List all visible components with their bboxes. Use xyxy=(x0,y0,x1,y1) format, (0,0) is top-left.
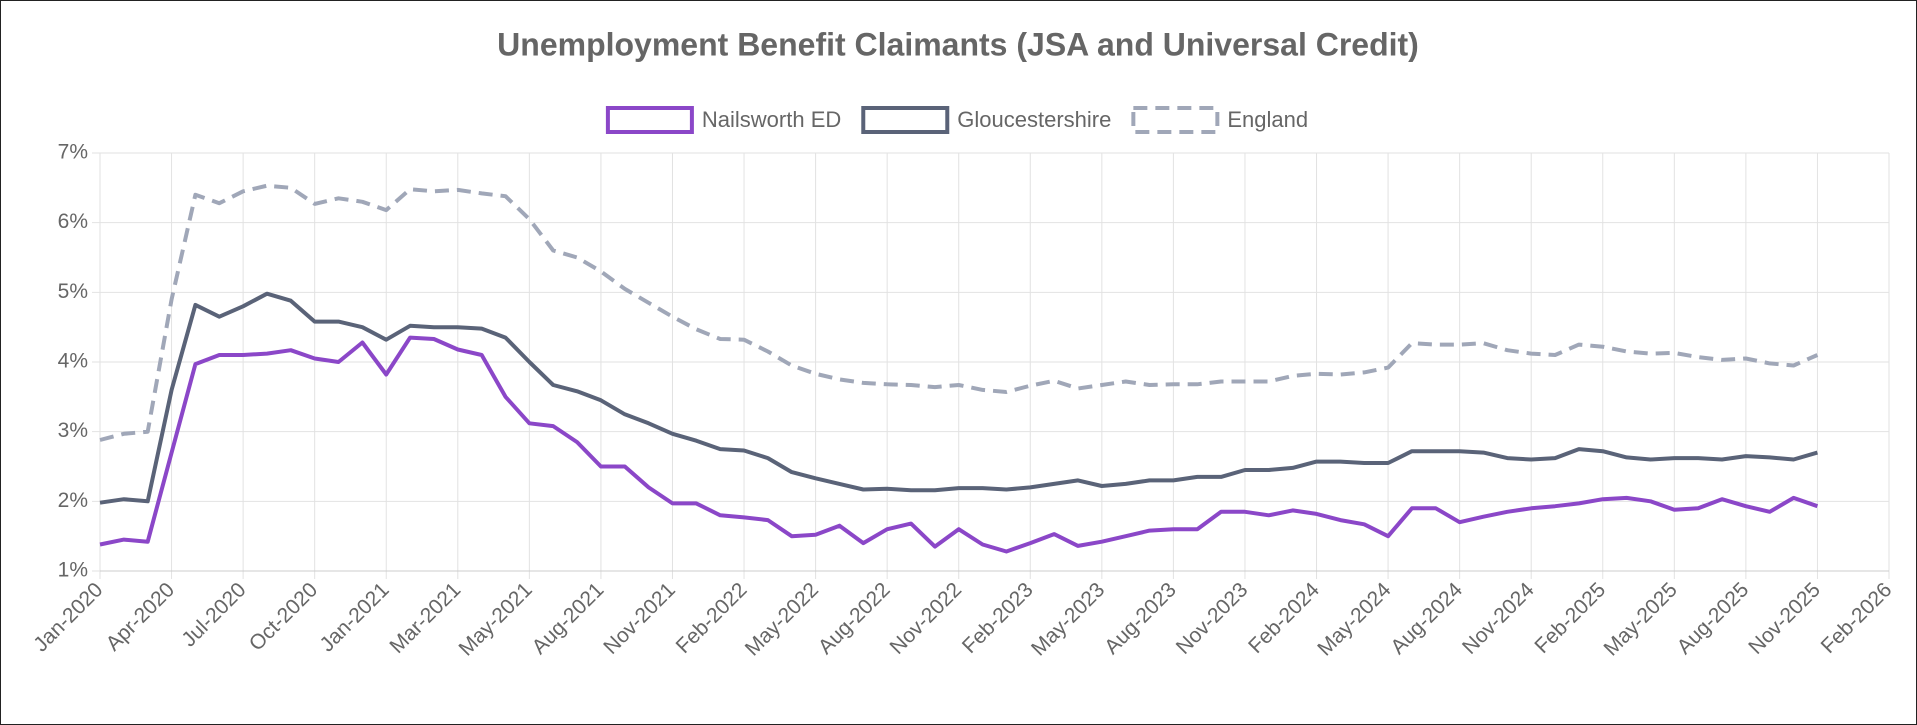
legend-swatch xyxy=(605,106,694,134)
y-tick-label: 3% xyxy=(58,419,88,442)
y-tick-label: 7% xyxy=(58,141,88,164)
y-tick-label: 5% xyxy=(58,280,88,303)
y-tick-label: 6% xyxy=(58,210,88,233)
series-line xyxy=(99,335,1819,554)
legend-label: Gloucestershire xyxy=(957,107,1111,132)
legend-label: England xyxy=(1227,107,1308,132)
y-tick-label: 1% xyxy=(58,559,88,582)
series-line xyxy=(99,183,1819,442)
legend-label: Nailsworth ED xyxy=(702,107,841,132)
y-tick-label: 4% xyxy=(58,350,88,373)
chart-title: Unemployment Benefit Claimants (JSA and … xyxy=(497,26,1419,62)
legend-swatch xyxy=(861,106,950,134)
y-tick-label: 2% xyxy=(58,489,88,512)
legend-swatch xyxy=(1131,106,1220,134)
series-line xyxy=(99,291,1818,505)
